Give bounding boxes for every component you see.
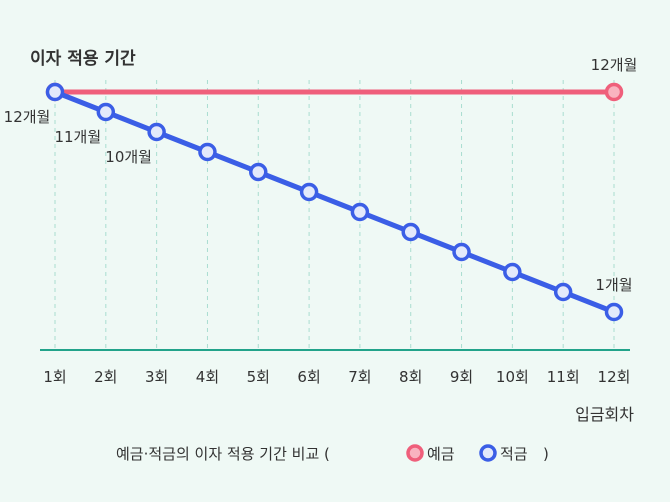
x-tick-label: 7회 <box>348 368 371 386</box>
x-tick-label: 12회 <box>598 368 631 386</box>
x-axis-label: 입금회차 <box>575 405 634 424</box>
legend-label-deposit: 예금 <box>427 445 455 463</box>
legend-marker-savings <box>479 444 497 462</box>
data-point <box>604 82 624 102</box>
legend-marker-deposit <box>406 444 424 462</box>
data-label: 11개월 <box>54 128 101 146</box>
data-point <box>299 182 319 202</box>
x-tick-label: 6회 <box>297 368 320 386</box>
x-tick-label: 5회 <box>247 368 270 386</box>
data-point <box>604 302 624 322</box>
data-label: 12개월 <box>591 56 638 74</box>
data-point <box>401 222 420 242</box>
x-tick-label: 1회 <box>43 368 66 386</box>
data-point <box>249 162 268 182</box>
x-tick-label: 10회 <box>496 368 529 386</box>
data-point <box>96 102 116 122</box>
data-point <box>45 82 65 102</box>
data-point <box>198 142 217 162</box>
data-label: 1개월 <box>595 276 632 294</box>
x-tick-label: 9회 <box>450 368 473 386</box>
data-point <box>350 202 370 222</box>
data-point <box>147 122 166 142</box>
data-point <box>452 242 471 262</box>
series-line-1 <box>54 89 615 315</box>
data-label: 10개월 <box>105 148 152 166</box>
x-tick-label: 11회 <box>547 368 580 386</box>
x-tick-label: 4회 <box>196 368 219 386</box>
x-tick-label: 8회 <box>399 368 422 386</box>
data-point <box>503 262 522 282</box>
x-tick-label: 2회 <box>94 368 117 386</box>
legend-prefix: 예금·적금의 이자 적용 기간 비교 ( <box>116 445 330 463</box>
data-label: 12개월 <box>4 108 51 126</box>
data-point <box>553 282 573 302</box>
legend-label-savings: 적금 <box>500 445 528 463</box>
legend-suffix: ) <box>543 445 549 463</box>
x-tick-label: 3회 <box>145 368 168 386</box>
chart-title: 이자 적용 기간 <box>30 49 136 69</box>
legend: 예금·적금의 이자 적용 기간 비교 ( 예금 적금 ) <box>116 444 549 463</box>
